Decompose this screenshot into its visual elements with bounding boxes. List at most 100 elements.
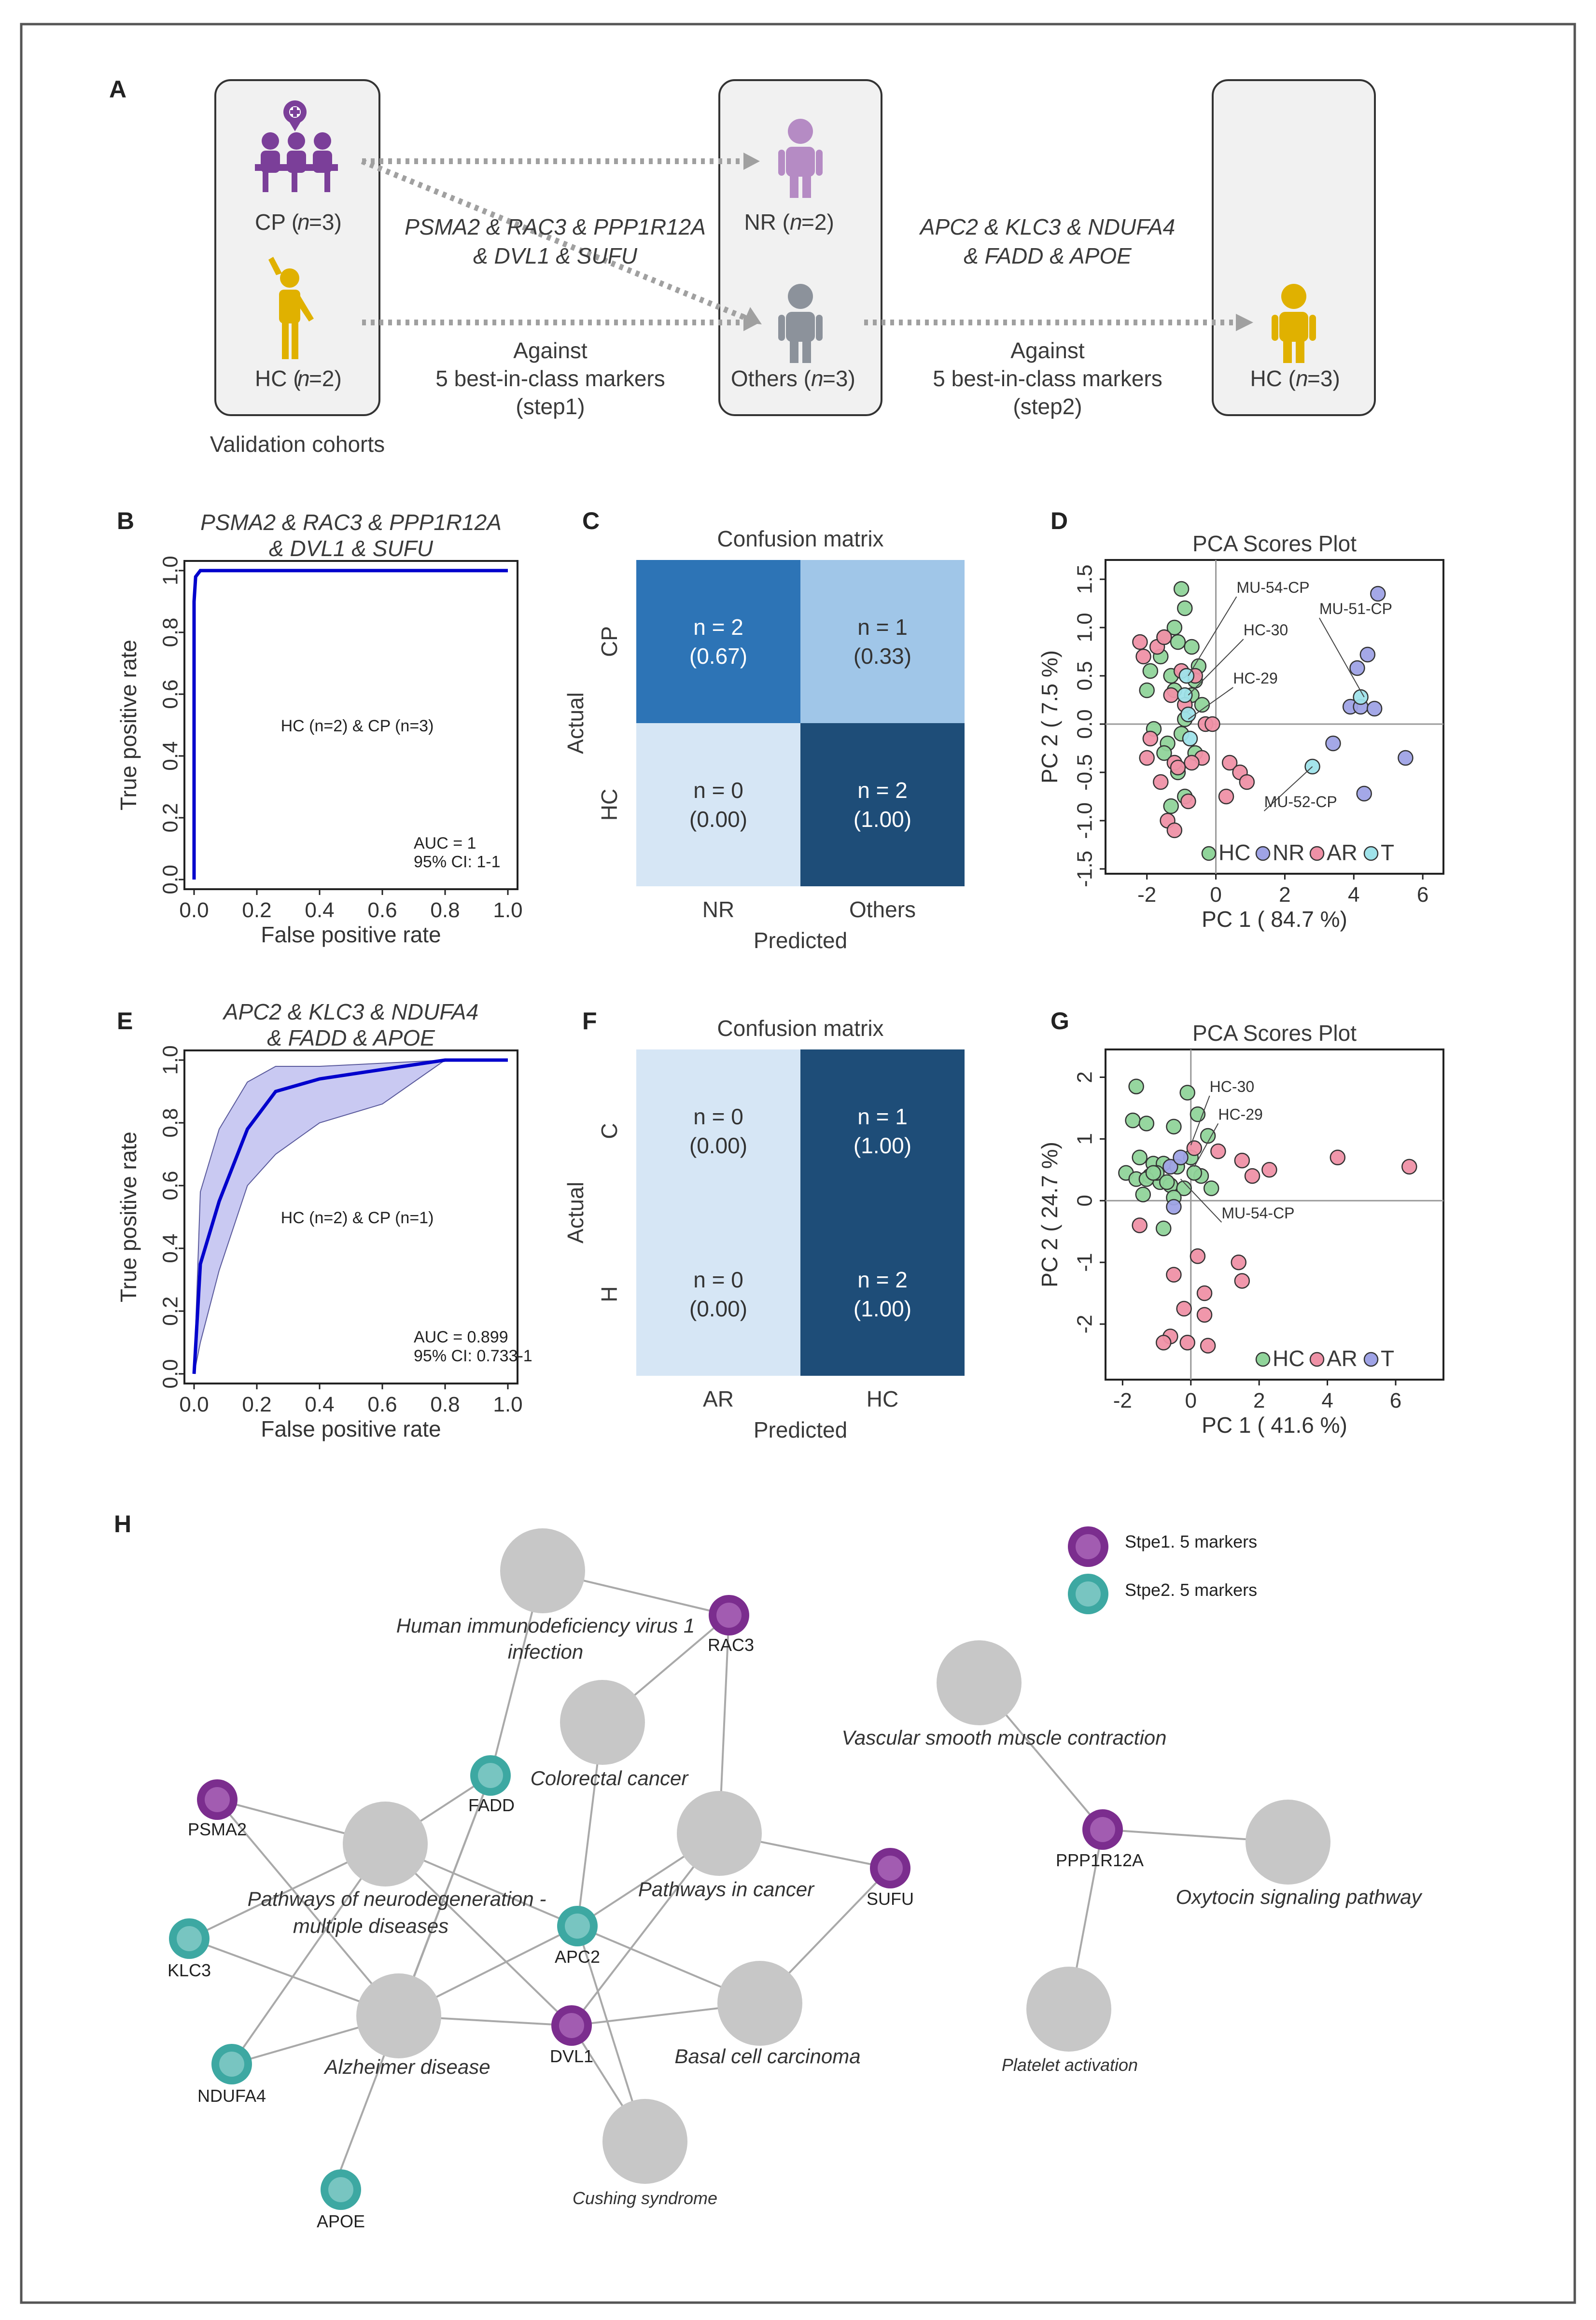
pca-point-hc — [1186, 1165, 1203, 1181]
gene-node-ppp1r12a[interactable] — [1082, 1809, 1123, 1850]
y-tick-label: 0.8 — [159, 617, 182, 647]
x-tick-label: 0.0 — [179, 898, 209, 922]
pathway-nodes — [343, 1528, 1330, 2184]
gene-node-apoe[interactable] — [321, 2169, 361, 2210]
pathway-label-alz: Alzheimer disease — [323, 2055, 490, 2078]
pca-point-t — [1182, 730, 1198, 747]
cp-n-count: =3) — [309, 210, 342, 235]
pca-point-t — [1162, 1159, 1178, 1175]
pca-legend-label: AR — [1327, 840, 1358, 865]
pca-legend-label: AR — [1327, 1346, 1358, 1371]
node-alzheimer[interactable] — [356, 1973, 441, 2058]
pca-legend-swatch — [1255, 846, 1271, 861]
pca-title: PCA Scores Plot — [1192, 1020, 1357, 1046]
gene-label-apoe: APOE — [317, 2211, 365, 2231]
pca-y-tick-label: 1.5 — [1073, 564, 1097, 594]
pca-y-tick-label: 0.5 — [1073, 661, 1097, 690]
x-tick-label: 0.4 — [305, 1393, 334, 1416]
cm-cell-proportion: (1.00) — [854, 1296, 911, 1321]
pathway-label-vsmc: Vascular smooth muscle contraction — [841, 1726, 1166, 1749]
cm-cell-count: n = 2 — [857, 1267, 908, 1292]
pathway-label-neuro-2: multiple diseases — [293, 1915, 448, 1937]
pca-legend-swatch — [1255, 1352, 1271, 1367]
pca-point-ar — [1132, 634, 1148, 650]
pca-y-tick-label: -0.5 — [1073, 754, 1097, 791]
hc-n-symbol: n — [297, 366, 310, 391]
pca-chart-g: PCA Scores Plot HC-30 HC-29 MU-54-CP -2 0 2 4 6 -… — [1037, 1020, 1444, 1438]
y-axis-label: True positive rate — [116, 1132, 141, 1302]
cm-cell-proportion: (1.00) — [854, 807, 911, 832]
node-platelet[interactable] — [1026, 1967, 1111, 2052]
node-vsmc[interactable] — [937, 1640, 1022, 1725]
pca-point-nr — [1398, 750, 1414, 766]
gene-node-fadd[interactable] — [470, 1755, 511, 1796]
node-colorectal-cancer[interactable] — [560, 1680, 645, 1765]
pca-point-ar — [1204, 716, 1220, 732]
cm-cell — [800, 1049, 965, 1213]
cm-row-label: H — [597, 1286, 622, 1302]
cm-cell-proportion: (1.00) — [854, 1133, 911, 1158]
cm-cell-proportion: (0.00) — [689, 807, 747, 832]
cohort-box-validation — [214, 79, 380, 416]
node-hiv[interactable] — [500, 1528, 585, 1613]
pca-legend-swatch — [1309, 846, 1325, 861]
person-nr-icon — [778, 119, 823, 198]
person-hc-icon — [1272, 284, 1316, 363]
pca-point-ar — [1142, 730, 1159, 747]
arrow-cp-to-others — [361, 158, 749, 321]
pca-point-ar — [1244, 1168, 1260, 1184]
node-basal-cell-carcinoma[interactable] — [717, 1961, 802, 2046]
gene-node-psma2[interactable] — [197, 1779, 238, 1820]
pca-y-tick-label: 1.0 — [1073, 613, 1097, 642]
panel-letter-e: E — [117, 1007, 133, 1034]
pca-point-ar — [1234, 1273, 1250, 1289]
legend-step1-label: Stpe1. 5 markers — [1125, 1532, 1257, 1551]
pca-annotation-label: HC-29 — [1233, 670, 1277, 687]
pca-point-ar — [1330, 1149, 1346, 1165]
gene-node-dvl1[interactable] — [551, 2005, 592, 2046]
pca-y-tick-label: 0.0 — [1073, 709, 1097, 739]
gene-node-apc2[interactable] — [557, 1906, 598, 1946]
cp-cohort-label: CP ( — [255, 210, 299, 235]
pca-x-tick-label: -2 — [1113, 1389, 1132, 1412]
x-tick-label: 0.2 — [242, 898, 271, 922]
gene-node-klc3[interactable] — [169, 1918, 210, 1959]
node-cushing[interactable] — [602, 2099, 687, 2184]
pca-x-tick-label: 4 — [1348, 883, 1359, 907]
node-neurodegeneration[interactable] — [343, 1802, 428, 1887]
panel-letter-c: C — [582, 507, 600, 534]
pca-point-hc — [1155, 1220, 1172, 1237]
pca-annotation-label: HC-30 — [1210, 1078, 1254, 1095]
cm-cell-count: n = 1 — [857, 615, 908, 640]
chart-title-line1: PSMA2 & RAC3 & PPP1R12A — [200, 510, 502, 535]
y-tick-label: 0.2 — [159, 803, 182, 832]
pca-point-ar — [1179, 1335, 1195, 1351]
pca-point-hc — [1166, 619, 1183, 636]
node-oxytocin[interactable] — [1246, 1800, 1330, 1885]
cm-cell-count: n = 0 — [693, 778, 743, 803]
gene-node-rac3[interactable] — [709, 1595, 749, 1635]
markers-step1-line1: PSMA2 & RAC3 & PPP1R12A — [405, 214, 706, 239]
pca-point-hc — [1166, 1118, 1182, 1135]
pca-annotation-leader — [1263, 766, 1313, 811]
pca-annotation-leader — [1318, 617, 1365, 698]
figure-frame — [20, 23, 1576, 2304]
pca-x-tick-label: 6 — [1417, 883, 1428, 907]
node-pathways-in-cancer[interactable] — [677, 1791, 762, 1876]
pca-point-hc — [1159, 1174, 1175, 1190]
gene-node-ndufa4[interactable] — [211, 2044, 252, 2084]
chart-title-line2: & FADD & APOE — [267, 1025, 435, 1050]
pathway-label-hiv-2: infection — [508, 1640, 583, 1663]
panel-letter-b: B — [117, 507, 134, 534]
gene-label-sufu: SUFU — [867, 1889, 914, 1909]
step1-label: (step1) — [516, 394, 585, 419]
pathway-label-platelet: Platelet activation — [1002, 2055, 1138, 2075]
pca-y-tick-label: -1.0 — [1073, 802, 1097, 839]
gene-label-fadd: FADD — [468, 1795, 515, 1815]
pca-point-ar — [1153, 774, 1169, 790]
cm-cell — [800, 1213, 965, 1376]
cm-cell — [636, 560, 800, 723]
plot-frame — [183, 1049, 518, 1384]
gene-node-sufu[interactable] — [870, 1848, 910, 1888]
roc-chart-b: PSMA2 & RAC3 & PPP1R12A& DVL1 & SUFU 0.0 0… — [116, 510, 523, 947]
